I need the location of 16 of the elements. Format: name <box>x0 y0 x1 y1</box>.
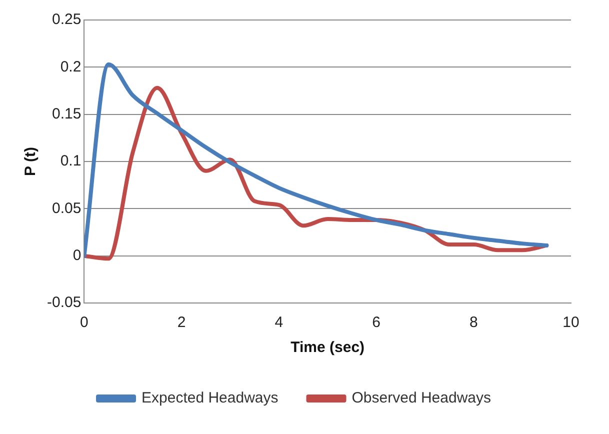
y-tick-label: 0 <box>72 246 82 264</box>
legend-label: Observed Headways <box>352 390 491 407</box>
x-tick-label: 2 <box>177 314 186 332</box>
y-tick-label: 0.05 <box>52 200 82 217</box>
y-tick-label: 0.15 <box>52 105 82 122</box>
y-axis-title: P (t) <box>22 147 40 176</box>
legend-label: Expected Headways <box>142 390 278 407</box>
x-axis-title: Time (sec) <box>290 339 365 356</box>
x-tick-label: 10 <box>562 314 580 332</box>
y-tick-label: 0.1 <box>60 152 82 170</box>
x-tick-label: 8 <box>469 314 478 332</box>
y-tick-label: 0.2 <box>60 58 82 76</box>
y-tick-label: -0.05 <box>46 294 82 312</box>
y-tick-label: 0.25 <box>52 11 82 28</box>
x-tick-label: 4 <box>274 314 284 332</box>
x-tick-label: 6 <box>372 314 380 332</box>
